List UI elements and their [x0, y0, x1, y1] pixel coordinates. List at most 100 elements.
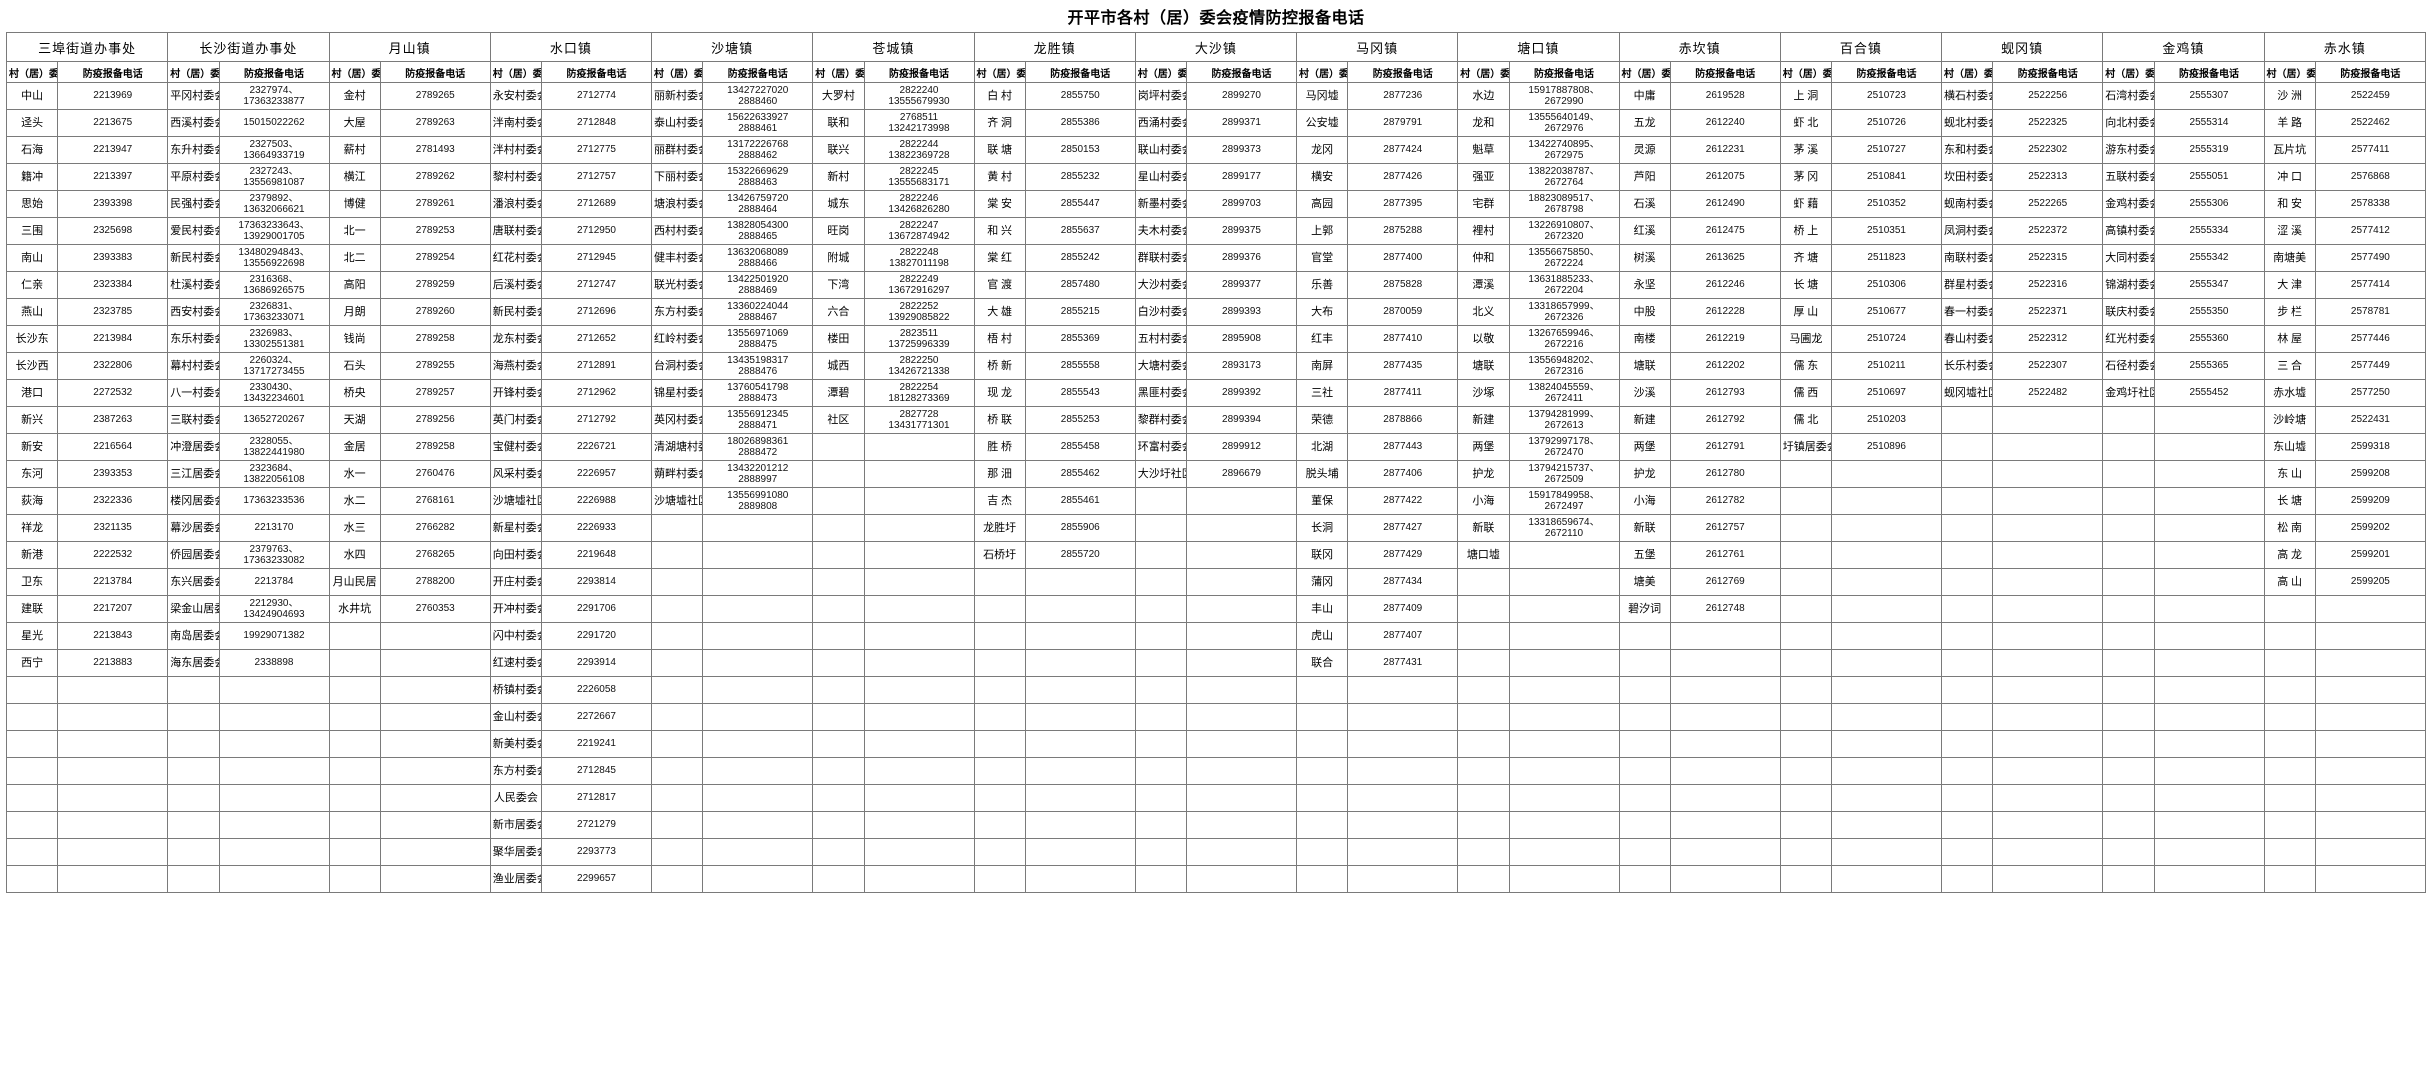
cell-committee-name: 爱民村委会	[167, 217, 220, 245]
cell-empty	[328, 865, 381, 893]
cell-phone-number: 2522372	[1992, 217, 2104, 245]
phone-line: 2322806	[93, 360, 133, 372]
cell-empty	[1992, 433, 2104, 461]
cell-committee-name: 灵源	[1618, 136, 1671, 164]
cell-empty	[973, 784, 1026, 812]
cell-empty	[812, 568, 865, 596]
cell-empty	[1508, 784, 1620, 812]
cell-empty	[1940, 811, 1994, 839]
phone-line: 2522316	[2028, 279, 2068, 291]
cell-phone-number: 13360224044 2888467	[702, 298, 814, 326]
cell-empty	[2314, 676, 2427, 704]
cell-committee-name: 丽群村委会	[650, 136, 704, 164]
cell-phone-number: 2822254 18128273369	[863, 379, 975, 407]
phone-line: 2327974、	[249, 84, 299, 96]
cell-committee-name: 西溪村委会	[167, 109, 220, 137]
cell-committee-name: 北义	[1457, 298, 1510, 326]
cell-empty	[812, 865, 865, 893]
cell-empty	[1024, 730, 1136, 758]
cell-committee-name: 石径村委会	[2102, 352, 2155, 380]
cell-committee-name: 蒲冈	[1295, 568, 1349, 596]
cell-empty	[2102, 514, 2155, 542]
cell-empty	[1831, 757, 1942, 785]
phone-line: 13792997178、	[1528, 435, 1600, 447]
title-bar: 开平市各村（居）委会疫情防控报备电话	[0, 0, 2432, 32]
cell-phone-number: 2213883	[57, 649, 169, 677]
phone-line: 2855458	[1060, 441, 1100, 453]
cell-phone-number: 2272667	[541, 703, 652, 731]
phone-line: 2293773	[577, 846, 616, 858]
cell-phone-number: 13422501920 2888469	[702, 271, 814, 299]
cell-phone-number: 17363233643、 13929001705	[218, 217, 330, 245]
phone-line: 2672509	[1544, 474, 1584, 485]
cell-committee-name: 黑匪村委会	[1134, 379, 1188, 407]
cell-committee-name: 游东村委会	[2102, 136, 2155, 164]
cell-committee-name: 梁金山居委会	[167, 595, 220, 623]
cell-empty	[650, 649, 704, 677]
cell-phone-number: 2896679	[1186, 460, 1297, 488]
region-header-7: 龙胜镇	[973, 32, 1136, 62]
phone-line: 2789258	[415, 441, 455, 453]
phone-line: 2672613	[1544, 420, 1584, 431]
cell-empty	[1831, 811, 1942, 839]
cell-committee-name: 南岛居委会	[167, 622, 220, 650]
cell-phone-number: 2213984	[57, 325, 169, 353]
cell-committee-name: 两堡	[1618, 433, 1671, 461]
phone-line: 2877406	[1383, 468, 1423, 480]
cell-committee-name: 红速村委会	[489, 649, 543, 677]
phone-line: 2877411	[1383, 387, 1422, 399]
cell-empty	[2263, 676, 2316, 704]
phone-line: 2789262	[415, 171, 455, 183]
phone-line: 2555051	[2189, 171, 2229, 183]
cell-committee-name: 石湾村委会	[2102, 82, 2155, 110]
cell-empty	[1992, 595, 2104, 623]
region-header-3: 月山镇	[328, 32, 491, 62]
phone-line: 2889808	[738, 501, 778, 512]
phone-line: 2323785	[93, 306, 133, 318]
cell-committee-name: 齐 洞	[973, 109, 1026, 137]
cell-phone-number: 2555306	[2153, 190, 2265, 218]
cell-phone-number: 2555051	[2153, 163, 2265, 191]
cell-phone-number: 2855462	[1024, 460, 1136, 488]
phone-line: 2877429	[1383, 549, 1423, 561]
cell-empty	[2153, 730, 2265, 758]
cell-empty	[2263, 595, 2316, 623]
table-row: 迳头 2213675 西溪村委会 15015022262 大屋 2789263 泮南村委会 2…	[5, 109, 2427, 137]
cell-empty	[702, 595, 814, 623]
phone-line: 2522312	[2028, 333, 2068, 345]
cell-phone-number: 18026898361 2888472	[702, 433, 814, 461]
cell-empty	[1134, 676, 1188, 704]
cell-empty	[650, 838, 704, 866]
cell-committee-name: 三 合	[2263, 352, 2316, 380]
cell-empty	[2153, 595, 2265, 623]
cell-empty	[1024, 568, 1136, 596]
cell-phone-number: 2612769	[1669, 568, 1781, 596]
cell-empty	[1779, 730, 1833, 758]
phone-line: 13318659674、	[1528, 516, 1600, 528]
cell-committee-name: 向北村委会	[2102, 109, 2155, 137]
cell-empty	[379, 784, 491, 812]
cell-empty	[1347, 676, 1459, 704]
phone-line: 13822441980	[243, 447, 305, 458]
cell-phone-number: 2522431	[2314, 406, 2427, 434]
phone-line: 2789254	[415, 252, 455, 264]
cell-phone-number: 18823089517、 2678798	[1508, 190, 1620, 218]
phone-line: 13432234601	[243, 393, 305, 404]
cell-empty	[973, 622, 1026, 650]
cell-committee-name: 凤洞村委会	[1940, 217, 1994, 245]
cell-phone-number: 2877236	[1347, 82, 1459, 110]
cell-empty	[2153, 514, 2265, 542]
cell-committee-name: 清湖塘村委会	[650, 433, 704, 461]
cell-committee-name: 以敬	[1457, 325, 1510, 353]
cell-committee-name: 中股	[1618, 298, 1671, 326]
cell-phone-number: 13318657999、 2672326	[1508, 298, 1620, 326]
cell-phone-number: 2877426	[1347, 163, 1459, 191]
cell-phone-number: 2877409	[1347, 595, 1459, 623]
phone-line: 2721279	[577, 819, 616, 831]
phone-line: 2612475	[1705, 225, 1745, 237]
cell-empty	[167, 676, 220, 704]
cell-empty	[2314, 838, 2427, 866]
cell-empty	[2102, 622, 2155, 650]
cell-phone-number: 2822248 13827011198	[863, 244, 975, 272]
col-header-name-4: 村（居）委会	[489, 61, 543, 83]
